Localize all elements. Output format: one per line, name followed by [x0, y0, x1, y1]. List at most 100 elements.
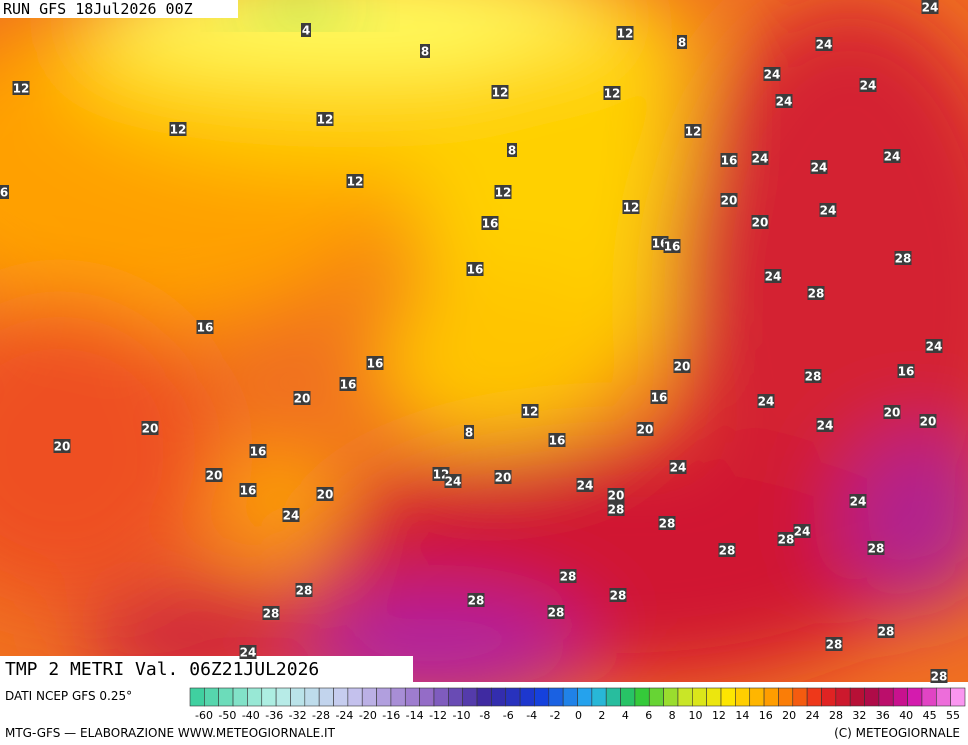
- contour-label: 20: [637, 423, 654, 437]
- contour-label-box: [239, 645, 257, 659]
- contour-label: 20: [142, 422, 159, 436]
- contour-label-box: [669, 460, 687, 474]
- colorbar-label: 6: [645, 709, 652, 722]
- contour-label-box: [883, 405, 901, 419]
- contour-label: 24: [922, 1, 939, 15]
- colorbar-swatch: [204, 687, 220, 707]
- colorbar-swatch: [620, 687, 636, 707]
- contour-label: 24: [860, 79, 877, 93]
- colorbar-label: 55: [946, 709, 960, 722]
- contour-label: 8: [678, 36, 686, 50]
- contour-label: 24: [811, 161, 828, 175]
- colorbar-label: 10: [689, 709, 703, 722]
- contour-label-box: [883, 149, 901, 163]
- colorbar-swatch: [462, 687, 478, 707]
- colorbar-label: 0: [575, 709, 582, 722]
- contour-label-box: [316, 112, 334, 126]
- colorbar-label: -6: [503, 709, 514, 722]
- contour-label-box: [316, 487, 334, 501]
- contour-label-box: [919, 414, 937, 428]
- contour-label: 12: [347, 175, 364, 189]
- colorbar-swatch: [548, 687, 564, 707]
- contour-label: 16: [467, 263, 484, 277]
- colorbar-swatch: [677, 687, 693, 707]
- contour-label: 8: [465, 426, 473, 440]
- contour-label-box: [616, 26, 634, 40]
- colorbar: -60 -50 -40 -36 -32 -28 -24 -20 -16 -14 -12 -10 -8 -6…: [189, 687, 966, 722]
- contour-label: 16: [340, 378, 357, 392]
- contour-label: 12: [617, 27, 634, 41]
- contour-label: 16: [721, 154, 738, 168]
- contour-label: 16: [898, 365, 915, 379]
- colorbar-swatch: [577, 687, 593, 707]
- colorbar-label: -2: [550, 709, 561, 722]
- contour-label: 20: [721, 194, 738, 208]
- colorbar-swatch: [519, 687, 535, 707]
- contour-label: 28: [548, 606, 565, 620]
- contour-label: 24: [758, 395, 775, 409]
- run-title: RUN GFS 18Jul2026 00Z: [3, 0, 193, 18]
- contour-label-box: [249, 444, 267, 458]
- colorbar-swatch: [304, 687, 320, 707]
- colorbar-swatch: [290, 687, 306, 707]
- colorbar-swatch: [950, 687, 966, 707]
- colorbar-swatch: [921, 687, 937, 707]
- contour-label-box: [0, 185, 9, 199]
- contour-label: 28: [878, 625, 895, 639]
- contour-label: 28: [805, 370, 822, 384]
- contour-label: 28: [610, 589, 627, 603]
- contour-label: 4: [302, 24, 310, 38]
- contour-label-box: [815, 37, 833, 51]
- colorbar-swatch: [864, 687, 880, 707]
- contour-label-box: [849, 494, 867, 508]
- contour-label-box: [464, 425, 474, 439]
- contour-label-box: [804, 369, 822, 383]
- colorbar-swatch: [591, 687, 607, 707]
- contour-label-box: [466, 262, 484, 276]
- contour-label: 16: [250, 445, 267, 459]
- colorbar-swatch: [562, 687, 578, 707]
- colorbar-label: -60: [195, 709, 213, 722]
- contour-label: 16: [651, 391, 668, 405]
- contour-label-box: [169, 122, 187, 136]
- colorbar-swatch: [706, 687, 722, 707]
- colorbar-swatch: [763, 687, 779, 707]
- contour-label: 16: [240, 484, 257, 498]
- colorbar-label: -28: [312, 709, 330, 722]
- copyright-text: (C) METEOGIORNALE: [834, 726, 960, 740]
- colorbar-swatch: [835, 687, 851, 707]
- contour-label-box: [751, 215, 769, 229]
- contour-label-box: [196, 320, 214, 334]
- colorbar-swatch: [720, 687, 736, 707]
- contour-label: 12: [495, 186, 512, 200]
- colorbar-label: -36: [265, 709, 283, 722]
- colorbar-swatch: [347, 687, 363, 707]
- colorbar-swatch: [806, 687, 822, 707]
- colorbar-label: -10: [452, 709, 470, 722]
- contour-label: 12: [492, 86, 509, 100]
- contour-label-box: [793, 524, 811, 538]
- contour-label-box: [673, 359, 691, 373]
- colorbar-swatch: [448, 687, 463, 707]
- contour-label-box: [603, 86, 621, 100]
- contour-label-box: [494, 185, 512, 199]
- contour-label: 16: [367, 357, 384, 371]
- contour-label-box: [548, 433, 566, 447]
- contour-label-box: [777, 532, 795, 546]
- colorbar-label: 40: [899, 709, 913, 722]
- colorbar-swatch: [419, 687, 435, 707]
- colorbar-label: -20: [359, 709, 377, 722]
- colorbar-swatch: [892, 687, 908, 707]
- colorbar-label: 32: [852, 709, 866, 722]
- colorbar-swatch: [605, 687, 621, 707]
- contour-label-box: [559, 569, 577, 583]
- contour-label: 28: [895, 252, 912, 266]
- contour-label: 24: [445, 475, 462, 489]
- contour-label: 20: [752, 216, 769, 230]
- contour-label-box: [877, 624, 895, 638]
- contour-label-box: [301, 23, 311, 37]
- colorbar-swatch: [433, 687, 449, 707]
- colorbar-swatch: [261, 687, 277, 707]
- contour-label-box: [650, 390, 668, 404]
